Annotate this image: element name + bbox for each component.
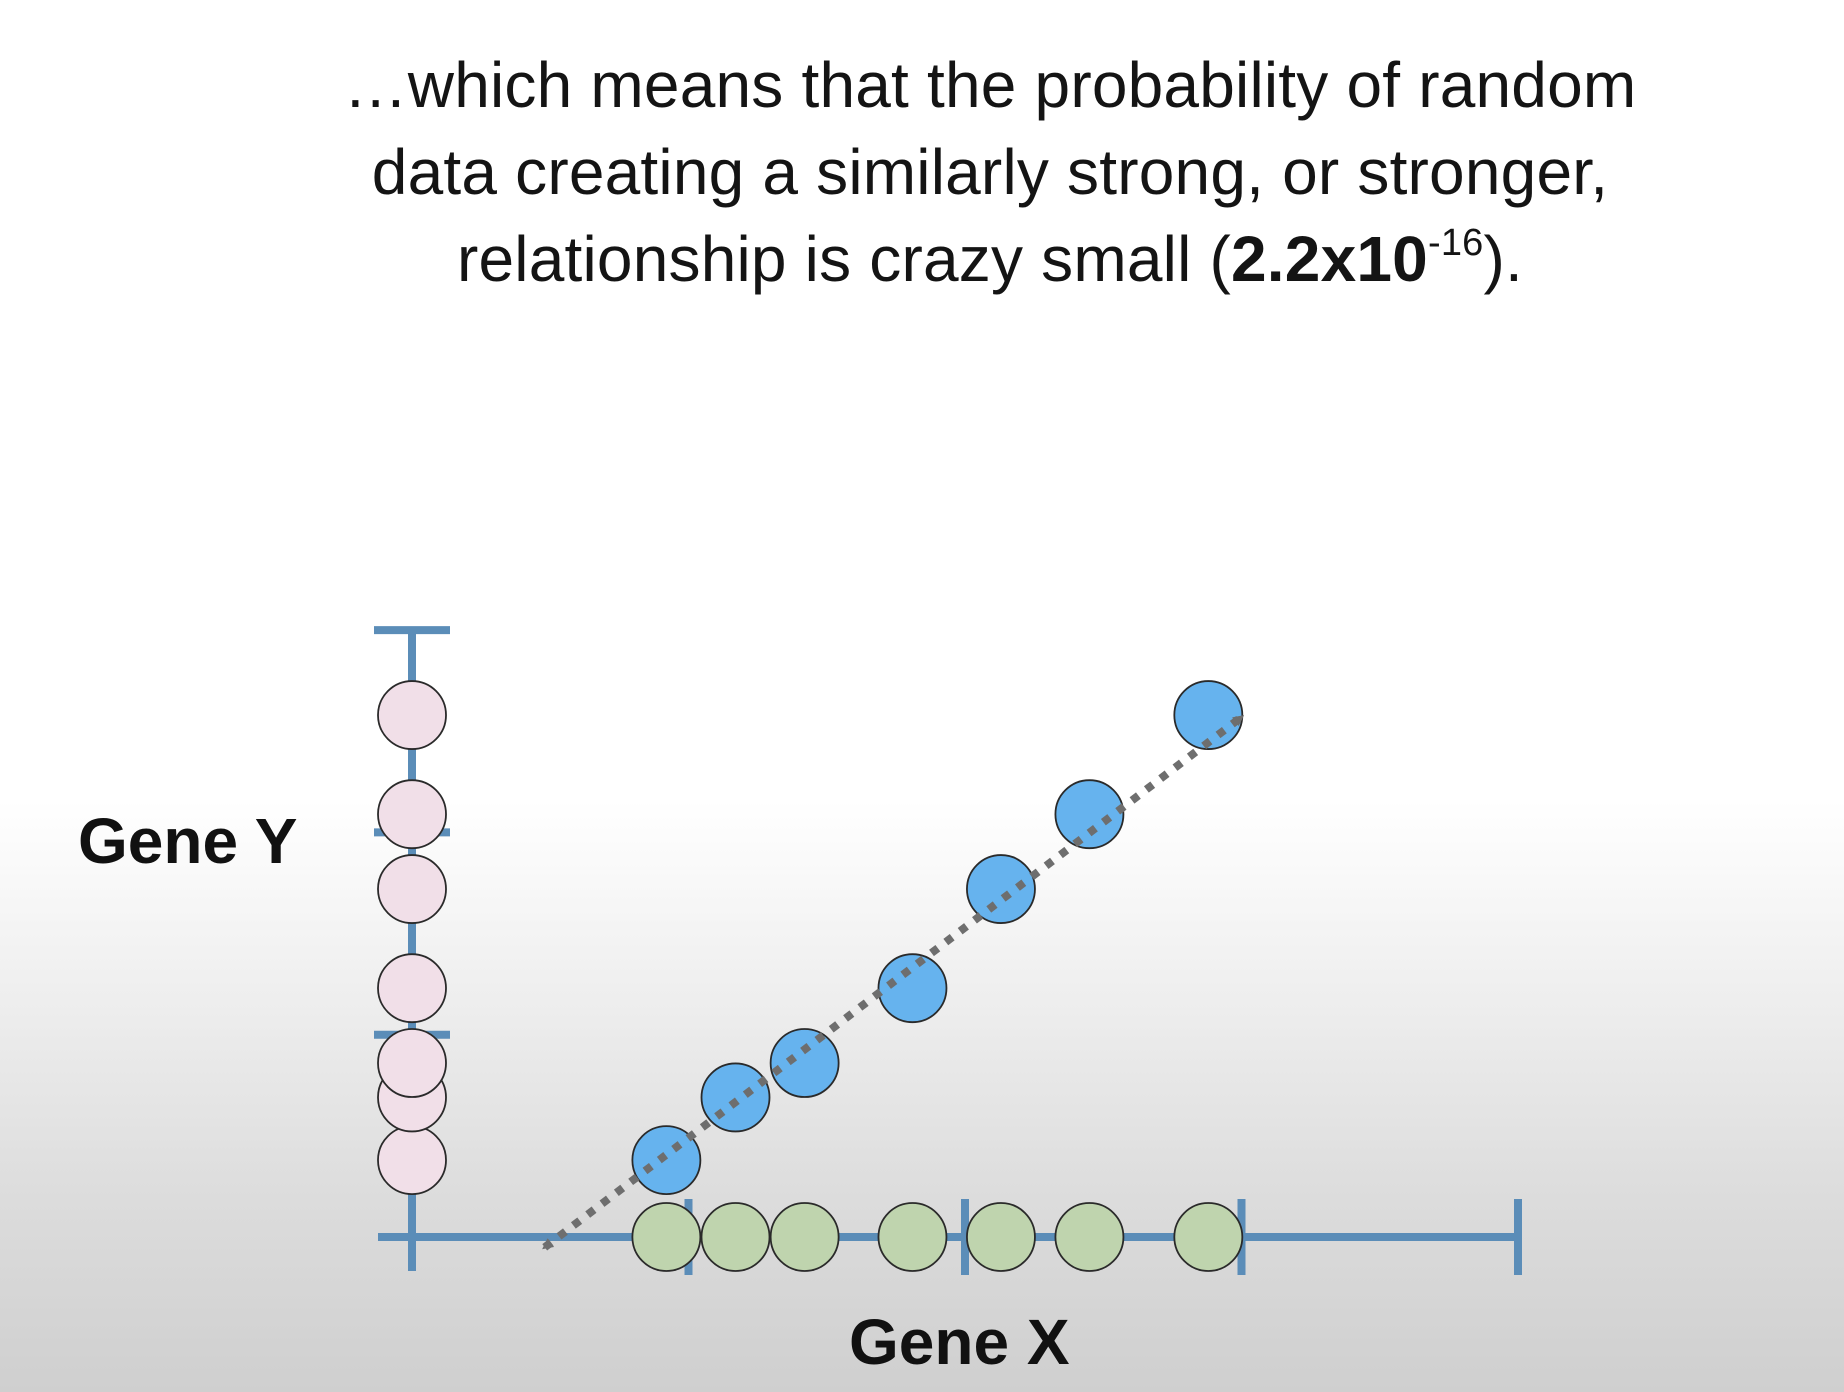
p-value-times: x [1320,223,1357,295]
x-axis-label: Gene X [849,1306,1070,1378]
p-value-base: 10 [1356,223,1428,295]
y-projection-point [377,680,447,750]
x-projection-point [1054,1202,1125,1272]
projections [377,680,1244,1272]
caption: …which means that the probability of ran… [200,42,1780,303]
y-projection-point [377,953,447,1024]
p-value-mantissa: 2.2 [1231,223,1321,295]
p-value-exponent: -16 [1427,222,1484,264]
data-points [631,680,1244,1196]
y-projection-point [377,1028,447,1098]
scatter-point [877,953,948,1024]
y-axis-label: Gene Y [78,805,298,877]
caption-line-3-suffix: ). [1483,223,1524,295]
scatter-point [769,1028,840,1098]
x-projection-point [877,1202,948,1272]
caption-line-3-prefix: relationship is crazy small ( [456,223,1232,295]
caption-line-1: …which means that the probability of ran… [343,49,1637,121]
caption-line-2: data creating a similarly strong, or str… [371,136,1609,208]
x-projection-point [700,1202,771,1272]
scatter-point [700,1062,771,1133]
scatter-point [966,854,1036,924]
scatter-point [1054,779,1125,850]
y-projection-point [377,854,447,924]
y-projection-point [377,1125,447,1196]
caption-line-3: relationship is crazy small (2.2x10-16). [200,216,1780,303]
x-projection-point [966,1202,1036,1272]
trend-line-arrow [542,713,1245,1251]
p-value: 2.2x10 [1231,223,1428,295]
y-projection-point [377,779,447,850]
axes [374,626,1522,1275]
trend-layer [542,713,1245,1251]
x-projection-point [769,1202,840,1272]
x-projection-point [631,1202,702,1272]
x-projection-point [1173,1202,1244,1272]
